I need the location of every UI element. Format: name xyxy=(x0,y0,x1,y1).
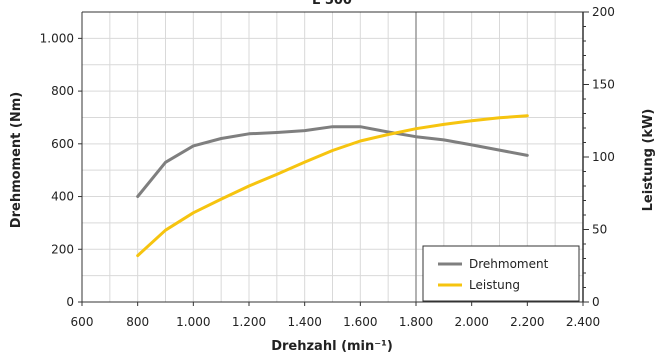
x-tick-label: 600 xyxy=(71,315,94,329)
y-left-tick-label: 200 xyxy=(51,242,74,256)
y-left-tick-label: 0 xyxy=(66,295,74,309)
series-line-drehmoment xyxy=(136,125,529,198)
x-tick-label: 2.000 xyxy=(454,315,488,329)
axes xyxy=(78,11,589,306)
y-left-tick-label: 800 xyxy=(51,84,74,98)
y-left-tick-label: 600 xyxy=(51,137,74,151)
legend-box xyxy=(422,245,580,302)
tick-labels: 600 800 1.000 1.200 1.400 1.600 1.800 2.000 2.20… xyxy=(40,5,615,329)
series-line-leistung xyxy=(136,114,529,258)
legend: Drehmoment Leistung xyxy=(422,245,580,302)
y-axis-left-title: Drehmoment (Nm) xyxy=(9,92,24,228)
x-tick-label: 2.200 xyxy=(510,315,544,329)
y-right-tick-label: 0 xyxy=(592,295,600,309)
legend-label-drehmoment: Drehmoment xyxy=(469,257,549,271)
x-tick-label: 2.400 xyxy=(566,315,600,329)
x-tick-label: 1.000 xyxy=(176,315,210,329)
x-tick-label: 1.200 xyxy=(232,315,266,329)
x-axis-title: Drehzahl (min⁻¹) xyxy=(271,339,393,354)
x-tick-label: 800 xyxy=(126,315,149,329)
x-tick-label: 1.600 xyxy=(343,315,377,329)
y-right-tick-label: 150 xyxy=(592,78,615,92)
y-right-tick-label: 50 xyxy=(592,223,607,237)
y-left-tick-label: 1.000 xyxy=(40,31,74,45)
y-axis-right-title: Leistung (kW) xyxy=(641,109,656,212)
y-right-tick-label: 100 xyxy=(592,150,615,164)
x-tick-label: 1.400 xyxy=(287,315,321,329)
y-left-tick-label: 400 xyxy=(51,190,74,204)
x-tick-label: 1.800 xyxy=(399,315,433,329)
legend-label-leistung: Leistung xyxy=(469,278,520,292)
chart-title: L 500 xyxy=(312,0,352,8)
y-right-tick-label: 200 xyxy=(592,5,615,19)
series-group xyxy=(136,114,529,258)
